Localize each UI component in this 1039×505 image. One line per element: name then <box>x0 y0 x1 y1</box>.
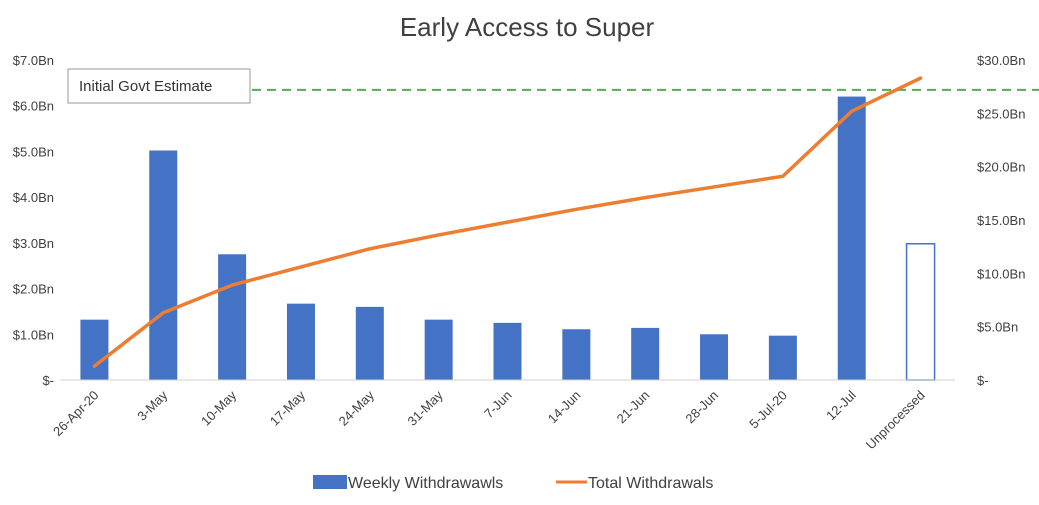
bar <box>768 335 797 380</box>
x-tick-label: 7-Jun <box>481 388 515 422</box>
line-point <box>230 283 234 287</box>
x-tick-label: 17-May <box>267 387 309 429</box>
line-point <box>919 76 923 80</box>
legend-label-bars: Weekly Withdrawawls <box>348 475 503 492</box>
x-tick-label: 10-May <box>198 387 240 429</box>
line-point <box>368 247 372 251</box>
x-tick-label: 14-Jun <box>545 388 584 427</box>
bar <box>80 319 109 380</box>
x-tick-label: 12-Jul <box>823 387 859 423</box>
x-tick-label: 24-May <box>336 387 378 429</box>
line-point <box>506 220 509 224</box>
y-right-tick-label: $15.0Bn <box>977 213 1025 228</box>
y-right-tick-label: $20.0Bn <box>977 160 1025 175</box>
bar <box>493 322 522 380</box>
x-tick-label: Unprocessed <box>863 388 928 453</box>
x-tick-label: 26-Apr-20 <box>50 388 101 439</box>
chart-title: Early Access to Super <box>400 12 655 42</box>
line-point <box>574 207 578 211</box>
y-left-tick-label: $4.0Bn <box>13 190 54 205</box>
bar <box>424 319 453 380</box>
left-axis: $- $1.0Bn $2.0Bn $3.0Bn $4.0Bn $5.0Bn $6.0Bn $7… <box>13 53 54 388</box>
bar <box>355 306 384 380</box>
bar <box>700 334 729 380</box>
y-left-tick-label: $- <box>42 373 54 388</box>
y-right-tick-label: $5.0Bn <box>977 320 1018 335</box>
bar <box>218 254 247 380</box>
y-right-tick-label: $10.0Bn <box>977 266 1025 281</box>
y-left-tick-label: $5.0Bn <box>13 144 54 159</box>
x-tick-label: 28-Jun <box>682 388 721 427</box>
y-left-tick-label: $1.0Bn <box>13 327 54 342</box>
y-left-tick-label: $2.0Bn <box>13 282 54 297</box>
x-tick-label: 31-May <box>405 387 447 429</box>
line-point <box>437 233 441 237</box>
bar <box>149 150 178 380</box>
x-tick-label: 21-Jun <box>614 388 653 427</box>
x-tick-label: 5-Jul-20 <box>746 388 790 432</box>
right-axis: $- $5.0Bn $10.0Bn $15.0Bn $20.0Bn $25.0Bn $30.… <box>977 53 1025 388</box>
bar-unprocessed <box>905 243 936 381</box>
y-left-tick-label: $6.0Bn <box>13 99 54 114</box>
legend-swatch-bars <box>313 475 347 489</box>
annotation-box: Initial Govt Estimate <box>67 68 251 104</box>
bar <box>631 327 660 380</box>
x-tick-label: 3-May <box>134 387 170 423</box>
line-point <box>643 196 647 200</box>
legend: Weekly Withdrawawls Total Withdrawals <box>313 475 713 492</box>
bar-series <box>80 96 936 381</box>
x-axis: 26-Apr-20 3-May 10-May 17-May 24-May 31-May 7-… <box>50 379 955 453</box>
bar <box>286 303 315 380</box>
annotation-frame <box>67 68 251 104</box>
annotation-label: Initial Govt Estimate <box>79 78 212 95</box>
y-left-tick-label: $3.0Bn <box>13 236 54 251</box>
line-point <box>712 185 716 189</box>
bar <box>837 96 866 381</box>
line-point <box>161 311 165 315</box>
y-right-tick-label: $- <box>977 373 989 388</box>
y-left-tick-label: $7.0Bn <box>13 53 54 68</box>
y-right-tick-label: $30.0Bn <box>977 53 1025 68</box>
line-point <box>781 174 785 178</box>
line-point <box>92 364 96 368</box>
line-point <box>299 265 303 269</box>
legend-label-line: Total Withdrawals <box>588 475 713 492</box>
line-point <box>850 109 854 113</box>
bar <box>562 329 591 380</box>
y-right-tick-label: $25.0Bn <box>977 106 1025 121</box>
line-series <box>92 76 923 368</box>
